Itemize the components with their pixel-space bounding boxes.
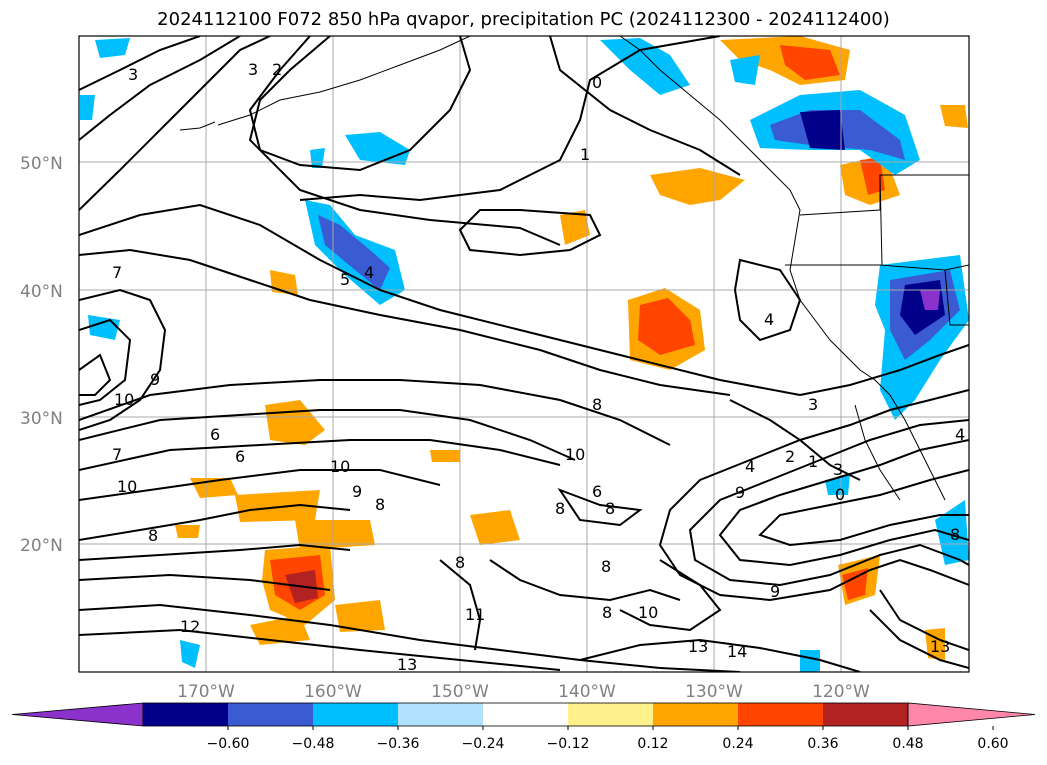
svg-text:6: 6: [210, 425, 220, 444]
svg-text:2: 2: [272, 60, 282, 79]
colorbar-tick-label: 0.48: [892, 736, 923, 752]
svg-text:4: 4: [364, 263, 374, 282]
svg-text:9: 9: [735, 483, 745, 502]
svg-text:10: 10: [565, 445, 585, 464]
colorbar-segment: [228, 703, 313, 726]
svg-text:8: 8: [592, 395, 602, 414]
svg-text:8: 8: [555, 499, 565, 518]
svg-text:13: 13: [397, 655, 417, 674]
colorbar-tick-label: 0.36: [807, 736, 838, 752]
svg-text:5: 5: [340, 270, 350, 289]
colorbar-segment: [143, 703, 228, 726]
colorbar-tick-label: 0.60: [977, 736, 1008, 752]
svg-text:4: 4: [764, 310, 774, 329]
svg-text:8: 8: [375, 495, 385, 514]
svg-text:10: 10: [117, 477, 137, 496]
colorbar-tick-label: −0.24: [462, 736, 505, 752]
colorbar-segment: [483, 703, 568, 726]
svg-text:10: 10: [638, 603, 658, 622]
colorbar-extend-max: [907, 702, 1036, 727]
svg-text:3: 3: [248, 60, 258, 79]
colorbar-tick-label: −0.12: [547, 736, 590, 752]
map-frame: [78, 35, 970, 673]
svg-text:7: 7: [112, 445, 122, 464]
colorbar: −0.60 −0.48 −0.36 −0.24 −0.12 0.12 0.24 0.36 0.4…: [11, 702, 1036, 752]
colorbar-segment: [653, 703, 738, 726]
lon-tick-labels: 170°W 160°W 150°W 140°W 130°W 120°W: [177, 682, 870, 702]
colorbar-tick-label: 0.24: [722, 736, 753, 752]
colorbar-tick-label: −0.48: [292, 736, 335, 752]
svg-text:14: 14: [727, 642, 747, 661]
svg-text:8: 8: [602, 603, 612, 622]
svg-text:3: 3: [833, 460, 843, 479]
colorbar-tick-label: −0.36: [377, 736, 420, 752]
svg-text:4: 4: [745, 457, 755, 476]
contour-labels: 3 3 2 0 1 5 4 7 9 10 8 6 10 7 6 10 10 6 …: [112, 60, 965, 674]
graticule: [79, 36, 969, 672]
svg-text:11: 11: [465, 605, 485, 624]
svg-text:10: 10: [330, 457, 350, 476]
chart-title: 2024112100 F072 850 hPa qvapor, precipit…: [157, 9, 890, 30]
svg-text:8: 8: [148, 526, 158, 545]
svg-text:9: 9: [352, 482, 362, 501]
qvapor-contours: [79, 36, 969, 672]
svg-text:150°W: 150°W: [431, 682, 489, 702]
svg-text:6: 6: [592, 482, 602, 501]
colorbar-segment: [568, 703, 653, 726]
svg-text:8: 8: [455, 553, 465, 572]
svg-text:9: 9: [770, 582, 780, 601]
colorbar-segment: [398, 703, 483, 726]
svg-text:0: 0: [835, 485, 845, 504]
svg-text:140°W: 140°W: [558, 682, 616, 702]
svg-text:10: 10: [114, 390, 134, 409]
colorbar-frame: [142, 702, 909, 727]
svg-text:8: 8: [950, 525, 960, 544]
svg-text:7: 7: [112, 263, 122, 282]
svg-text:1: 1: [808, 452, 818, 471]
svg-text:1: 1: [580, 145, 590, 164]
svg-text:3: 3: [128, 65, 138, 84]
svg-text:12: 12: [180, 617, 200, 636]
colorbar-segment: [738, 703, 823, 726]
svg-text:13: 13: [688, 637, 708, 656]
svg-text:20°N: 20°N: [20, 536, 63, 556]
precip-negative-shading: [80, 38, 969, 672]
svg-text:40°N: 40°N: [20, 282, 63, 302]
svg-text:160°W: 160°W: [304, 682, 362, 702]
svg-text:30°N: 30°N: [20, 409, 63, 429]
colorbar-segment: [313, 703, 398, 726]
lat-tick-labels: 50°N 40°N 30°N 20°N: [20, 154, 63, 556]
precip-positive-shading: [175, 36, 968, 660]
colorbar-segment: [823, 703, 908, 726]
svg-text:0: 0: [592, 73, 602, 92]
svg-text:120°W: 120°W: [812, 682, 870, 702]
svg-text:170°W: 170°W: [177, 682, 235, 702]
svg-text:9: 9: [150, 370, 160, 389]
svg-text:8: 8: [601, 557, 611, 576]
svg-text:50°N: 50°N: [20, 154, 63, 174]
svg-text:3: 3: [808, 395, 818, 414]
svg-text:8: 8: [605, 499, 615, 518]
colorbar-extend-min: [11, 702, 144, 727]
colorbar-tick-label: −0.60: [207, 736, 250, 752]
svg-text:130°W: 130°W: [685, 682, 743, 702]
svg-text:13: 13: [930, 637, 950, 656]
svg-text:2: 2: [785, 447, 795, 466]
svg-text:4: 4: [955, 425, 965, 444]
svg-text:6: 6: [235, 447, 245, 466]
colorbar-tick-label: 0.12: [637, 736, 668, 752]
